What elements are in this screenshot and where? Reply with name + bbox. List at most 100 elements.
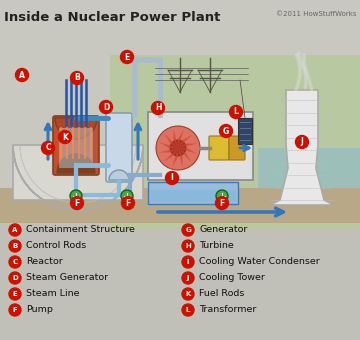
Circle shape — [121, 190, 133, 202]
Circle shape — [41, 141, 54, 154]
Circle shape — [9, 304, 21, 316]
Text: K: K — [185, 291, 191, 297]
Circle shape — [182, 272, 194, 284]
Text: F: F — [13, 307, 17, 313]
FancyBboxPatch shape — [13, 145, 143, 200]
Text: A: A — [19, 70, 25, 80]
Circle shape — [220, 124, 233, 137]
Text: Steam Line: Steam Line — [26, 289, 80, 299]
Circle shape — [182, 304, 194, 316]
Polygon shape — [178, 148, 197, 154]
Circle shape — [182, 288, 194, 300]
Circle shape — [71, 197, 84, 209]
FancyBboxPatch shape — [0, 222, 360, 340]
Text: I: I — [171, 173, 174, 183]
Polygon shape — [178, 148, 183, 168]
FancyBboxPatch shape — [148, 112, 253, 180]
Polygon shape — [159, 142, 178, 148]
Text: G: G — [185, 227, 191, 233]
Text: Cooling Tower: Cooling Tower — [199, 273, 265, 283]
Circle shape — [182, 240, 194, 252]
Text: L: L — [234, 107, 238, 117]
Circle shape — [121, 51, 134, 64]
Text: F: F — [219, 199, 225, 207]
Text: K: K — [62, 133, 68, 141]
Text: G: G — [223, 126, 229, 136]
Polygon shape — [174, 129, 178, 148]
Text: Cooling Water Condenser: Cooling Water Condenser — [199, 257, 320, 267]
Polygon shape — [270, 90, 334, 205]
Text: Turbine: Turbine — [199, 241, 234, 251]
Text: C: C — [13, 259, 18, 265]
Polygon shape — [178, 134, 193, 148]
FancyBboxPatch shape — [238, 118, 252, 144]
Text: H: H — [155, 103, 161, 113]
FancyBboxPatch shape — [229, 136, 245, 160]
Text: Reactor: Reactor — [26, 257, 63, 267]
Text: Control Rods: Control Rods — [26, 241, 86, 251]
Text: Fuel Rods: Fuel Rods — [199, 289, 244, 299]
Circle shape — [216, 190, 228, 202]
Polygon shape — [178, 129, 184, 148]
Circle shape — [296, 136, 309, 149]
Text: H: H — [185, 243, 191, 249]
Text: Generator: Generator — [199, 225, 247, 235]
Text: L: L — [186, 307, 190, 313]
Text: ©2011 HowStuffWorks: ©2011 HowStuffWorks — [275, 11, 356, 17]
Polygon shape — [165, 133, 178, 148]
Text: F: F — [75, 199, 80, 207]
Wedge shape — [57, 154, 95, 173]
Wedge shape — [13, 145, 143, 210]
Circle shape — [182, 256, 194, 268]
Wedge shape — [20, 145, 136, 203]
Text: Inside a Nuclear Power Plant: Inside a Nuclear Power Plant — [4, 11, 220, 24]
Circle shape — [58, 131, 72, 143]
FancyBboxPatch shape — [59, 128, 93, 168]
Text: Transformer: Transformer — [199, 306, 256, 315]
Text: J: J — [301, 137, 303, 147]
FancyBboxPatch shape — [148, 182, 238, 204]
Text: F: F — [125, 199, 131, 207]
Circle shape — [9, 240, 21, 252]
FancyBboxPatch shape — [150, 190, 236, 202]
Text: E: E — [124, 52, 130, 62]
Circle shape — [9, 256, 21, 268]
Text: B: B — [12, 243, 18, 249]
Circle shape — [9, 288, 21, 300]
Circle shape — [152, 102, 165, 115]
Text: B: B — [74, 73, 80, 83]
Circle shape — [156, 126, 200, 170]
Text: D: D — [12, 275, 18, 281]
Polygon shape — [158, 148, 178, 153]
Circle shape — [230, 105, 243, 119]
FancyBboxPatch shape — [258, 148, 360, 223]
Text: C: C — [45, 143, 51, 153]
Circle shape — [170, 140, 186, 156]
Text: J: J — [187, 275, 189, 281]
Wedge shape — [109, 170, 129, 180]
Polygon shape — [172, 148, 178, 167]
Circle shape — [99, 101, 112, 114]
Polygon shape — [178, 143, 198, 148]
Wedge shape — [55, 118, 97, 139]
Text: Pump: Pump — [26, 306, 53, 315]
Circle shape — [15, 68, 28, 82]
FancyBboxPatch shape — [110, 55, 360, 230]
FancyBboxPatch shape — [209, 136, 229, 160]
Text: D: D — [103, 102, 109, 112]
Polygon shape — [163, 148, 178, 162]
Text: Steam Generator: Steam Generator — [26, 273, 108, 283]
FancyBboxPatch shape — [0, 188, 360, 223]
Text: I: I — [187, 259, 189, 265]
Polygon shape — [178, 148, 192, 163]
FancyBboxPatch shape — [53, 116, 99, 175]
Circle shape — [9, 224, 21, 236]
Text: A: A — [12, 227, 18, 233]
Circle shape — [70, 190, 82, 202]
Circle shape — [182, 224, 194, 236]
Text: Containment Structure: Containment Structure — [26, 225, 135, 235]
Circle shape — [71, 71, 84, 85]
Circle shape — [216, 197, 229, 209]
Circle shape — [9, 272, 21, 284]
Circle shape — [166, 171, 179, 185]
